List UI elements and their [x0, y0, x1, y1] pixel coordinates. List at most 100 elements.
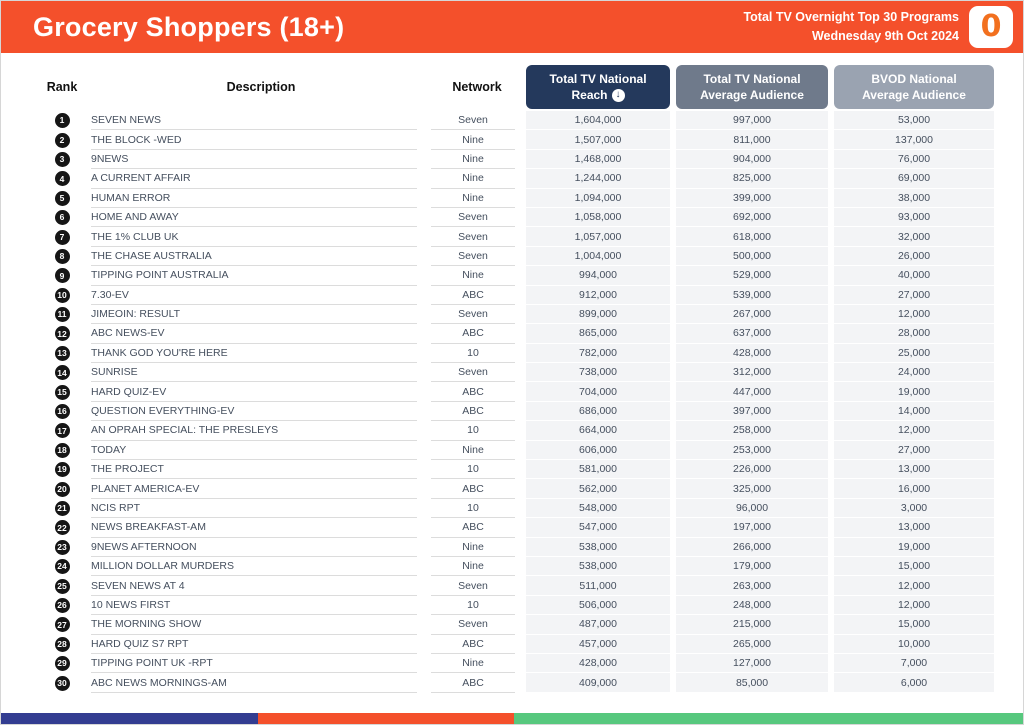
table-row: 14 SUNRISE Seven 738,000 312,000 24,000 — [33, 363, 999, 383]
table-row: 29 TIPPING POINT UK -RPT Nine 428,000 12… — [33, 653, 999, 674]
program-description: MILLION DOLLAR MURDERS — [91, 557, 417, 577]
rank-cell: 1 — [33, 111, 91, 130]
bvod-audience-value: 24,000 — [831, 363, 997, 383]
reach-value: 1,057,000 — [523, 227, 673, 247]
program-description: NEWS BREAKFAST-AM — [91, 518, 417, 538]
rank-cell: 30 — [33, 673, 91, 692]
rank-cell: 2 — [33, 130, 91, 149]
table-row: 8 THE CHASE AUSTRALIA Seven 1,004,000 50… — [33, 246, 999, 267]
reach-value: 782,000 — [523, 343, 673, 364]
avg-audience-value: 397,000 — [673, 401, 831, 422]
reach-value: 457,000 — [523, 634, 673, 654]
table-row: 18 TODAY Nine 606,000 253,000 27,000 — [33, 440, 999, 461]
rank-badge: 12 — [54, 326, 70, 342]
sort-descending-icon[interactable]: ↓ — [611, 88, 625, 102]
bvod-audience-value: 32,000 — [831, 227, 997, 247]
bvod-audience-value: 27,000 — [831, 440, 997, 461]
program-description: THE BLOCK -WED — [91, 130, 417, 150]
rank-badge: 14 — [54, 365, 70, 381]
table-row: 16 QUESTION EVERYTHING-EV ABC 686,000 39… — [33, 401, 999, 422]
avg-audience-value: 96,000 — [673, 498, 831, 519]
program-description: ABC NEWS MORNINGS-AM — [91, 673, 417, 693]
rank-cell: 3 — [33, 150, 91, 169]
rank-cell: 12 — [33, 324, 91, 343]
reach-value: 428,000 — [523, 653, 673, 674]
rank-cell: 4 — [33, 169, 91, 188]
avg-audience-value: 447,000 — [673, 382, 831, 402]
oztam-logo: 0 — [969, 6, 1013, 48]
footer-segment-green — [514, 713, 1023, 724]
banner-right: Total TV Overnight Top 30 Programs Wedne… — [743, 6, 1013, 48]
table-row: 21 NCIS RPT 10 548,000 96,000 3,000 — [33, 498, 999, 519]
reach-value: 581,000 — [523, 460, 673, 480]
network-name: Nine — [431, 169, 515, 189]
bvod-audience-value: 26,000 — [831, 246, 997, 267]
reach-value: 538,000 — [523, 556, 673, 577]
rank-cell: 27 — [33, 615, 91, 634]
rank-badge: 9 — [54, 268, 70, 284]
network-name: Seven — [431, 305, 515, 325]
avg-audience-value: 263,000 — [673, 576, 831, 596]
table-row: 13 THANK GOD YOU'RE HERE 10 782,000 428,… — [33, 343, 999, 364]
reach-value: 865,000 — [523, 324, 673, 344]
table-row: 5 HUMAN ERROR Nine 1,094,000 399,000 38,… — [33, 188, 999, 208]
avg-audience-value: 312,000 — [673, 363, 831, 383]
avg-audience-value: 428,000 — [673, 343, 831, 364]
avg-audience-value: 127,000 — [673, 653, 831, 674]
program-description: HOME AND AWAY — [91, 208, 417, 228]
reach-header-line1: Total TV National — [549, 71, 647, 86]
table-row: 9 TIPPING POINT AUSTRALIA Nine 994,000 5… — [33, 266, 999, 286]
avg-audience-value: 539,000 — [673, 285, 831, 305]
network-name: Nine — [431, 441, 515, 461]
rank-cell: 11 — [33, 305, 91, 324]
network-name: ABC — [431, 479, 515, 499]
avg-audience-value: 904,000 — [673, 149, 831, 170]
table-row: 27 THE MORNING SHOW Seven 487,000 215,00… — [33, 615, 999, 635]
program-description: SEVEN NEWS AT 4 — [91, 576, 417, 596]
network-name: Nine — [431, 266, 515, 286]
column-header-total-tv-reach[interactable]: Total TV National Reach ↓ — [526, 65, 670, 109]
table-row: 22 NEWS BREAKFAST-AM ABC 547,000 197,000… — [33, 518, 999, 538]
avg-audience-value: 825,000 — [673, 169, 831, 189]
table-row: 15 HARD QUIZ-EV ABC 704,000 447,000 19,0… — [33, 382, 999, 402]
reach-value: 664,000 — [523, 421, 673, 441]
rank-badge: 8 — [54, 248, 70, 264]
bvod-audience-value: 19,000 — [831, 537, 997, 557]
avg-audience-value: 529,000 — [673, 266, 831, 286]
network-name: 10 — [431, 499, 515, 519]
network-name: Seven — [431, 576, 515, 596]
rank-cell: 26 — [33, 596, 91, 615]
reach-value: 912,000 — [523, 285, 673, 305]
avg-audience-value: 618,000 — [673, 227, 831, 247]
table-row: 10 7.30-EV ABC 912,000 539,000 27,000 — [33, 285, 999, 305]
network-name: Seven — [431, 111, 515, 131]
column-header-total-tv-average-audience[interactable]: Total TV National Average Audience — [676, 65, 828, 109]
column-header-bvod-average-audience[interactable]: BVOD National Average Audience — [834, 65, 994, 109]
avg-audience-value: 258,000 — [673, 421, 831, 441]
program-description: A CURRENT AFFAIR — [91, 169, 417, 189]
bvod-audience-value: 12,000 — [831, 304, 997, 325]
rank-badge: 10 — [54, 287, 70, 303]
bvod-audience-value: 3,000 — [831, 498, 997, 519]
bvod-audience-value: 25,000 — [831, 343, 997, 364]
rank-badge: 11 — [54, 307, 70, 323]
network-name: Seven — [431, 208, 515, 228]
reach-value: 994,000 — [523, 266, 673, 286]
rank-badge: 25 — [54, 578, 70, 594]
avg-audience-value: 997,000 — [673, 111, 831, 131]
rank-badge: 24 — [54, 559, 70, 575]
reach-value: 1,094,000 — [523, 188, 673, 208]
rank-badge: 27 — [54, 617, 70, 633]
bvod-audience-value: 27,000 — [831, 285, 997, 305]
rank-cell: 25 — [33, 576, 91, 595]
table-row: 6 HOME AND AWAY Seven 1,058,000 692,000 … — [33, 207, 999, 228]
rank-cell: 5 — [33, 189, 91, 208]
bvod-audience-value: 40,000 — [831, 266, 997, 286]
rank-cell: 19 — [33, 460, 91, 479]
table-row: 20 PLANET AMERICA-EV ABC 562,000 325,000… — [33, 479, 999, 499]
table-row: 17 AN OPRAH SPECIAL: THE PRESLEYS 10 664… — [33, 421, 999, 441]
bvod-audience-value: 13,000 — [831, 518, 997, 538]
bvod-audience-value: 137,000 — [831, 130, 997, 150]
avg-audience-value: 692,000 — [673, 207, 831, 228]
reach-value: 1,244,000 — [523, 169, 673, 189]
